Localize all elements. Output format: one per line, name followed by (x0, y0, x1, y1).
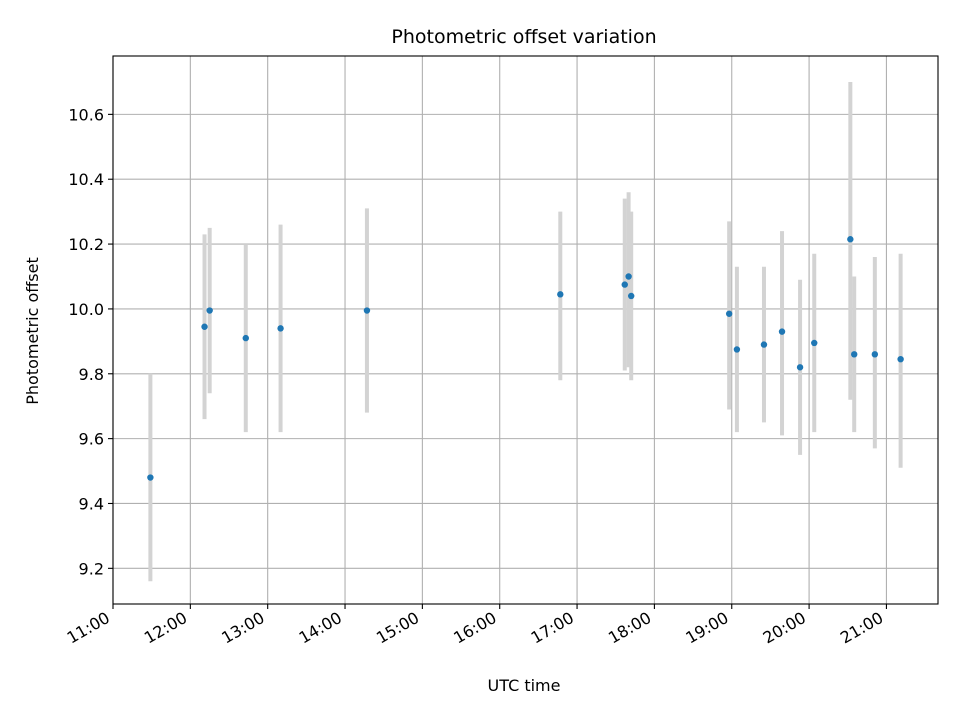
chart-title: Photometric offset variation (391, 26, 656, 48)
y-axis-ticks: 9.2 9.4 9.6 9.8 10.0 10.2 10.4 10.6 (68, 105, 113, 578)
data-point (811, 339, 818, 347)
data-point (625, 273, 632, 280)
plot-frame (112, 55, 939, 605)
data-point (363, 307, 371, 314)
data-point (628, 292, 635, 300)
y-tick-label: 10.4 (68, 170, 104, 189)
y-tick-label: 9.6 (79, 430, 104, 449)
data-point (871, 351, 879, 358)
y-tick-label: 9.2 (79, 559, 104, 578)
y-tick-label: 9.8 (79, 365, 104, 384)
data-point (796, 364, 804, 371)
data-point (733, 346, 741, 353)
y-tick-label: 10.2 (68, 235, 104, 254)
data-point (147, 474, 154, 481)
data-point (201, 323, 208, 330)
data-point (851, 351, 858, 358)
y-axis-label: Photometric offset (23, 257, 42, 405)
data-point (206, 307, 213, 314)
data-point (621, 281, 628, 288)
data-point (760, 341, 768, 348)
y-tick-label: 9.4 (79, 494, 104, 513)
data-point (897, 355, 904, 363)
data-point (557, 291, 564, 298)
data-point (725, 310, 733, 317)
data-points (147, 236, 904, 481)
y-tick-label: 10.0 (68, 300, 104, 319)
y-tick-label: 10.6 (68, 105, 104, 124)
data-point (242, 334, 249, 342)
grid (112, 56, 938, 604)
data-point (277, 325, 284, 332)
data-point (778, 328, 786, 335)
data-point (847, 236, 854, 243)
x-axis-label: UTC time (488, 676, 561, 695)
